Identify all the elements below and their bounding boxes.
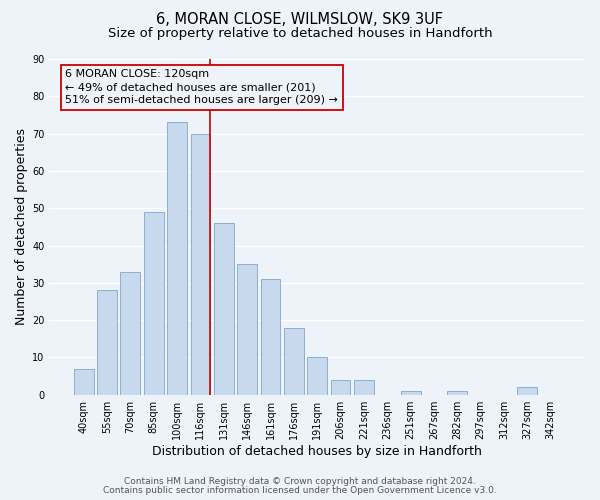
Text: 6, MORAN CLOSE, WILMSLOW, SK9 3UF: 6, MORAN CLOSE, WILMSLOW, SK9 3UF xyxy=(157,12,443,28)
Bar xyxy=(191,134,211,394)
Bar xyxy=(284,328,304,394)
Bar xyxy=(74,368,94,394)
Bar xyxy=(401,391,421,394)
Bar xyxy=(354,380,374,394)
Bar xyxy=(260,279,280,394)
Bar xyxy=(144,212,164,394)
Text: Size of property relative to detached houses in Handforth: Size of property relative to detached ho… xyxy=(107,28,493,40)
Bar xyxy=(237,264,257,394)
Bar xyxy=(97,290,117,395)
Bar xyxy=(167,122,187,394)
Y-axis label: Number of detached properties: Number of detached properties xyxy=(15,128,28,326)
Bar xyxy=(307,358,327,395)
Bar xyxy=(121,272,140,394)
Text: Contains HM Land Registry data © Crown copyright and database right 2024.: Contains HM Land Registry data © Crown c… xyxy=(124,477,476,486)
Bar xyxy=(448,391,467,394)
Bar xyxy=(517,387,538,394)
X-axis label: Distribution of detached houses by size in Handforth: Distribution of detached houses by size … xyxy=(152,444,482,458)
Bar xyxy=(331,380,350,394)
Text: 6 MORAN CLOSE: 120sqm
← 49% of detached houses are smaller (201)
51% of semi-det: 6 MORAN CLOSE: 120sqm ← 49% of detached … xyxy=(65,69,338,106)
Text: Contains public sector information licensed under the Open Government Licence v3: Contains public sector information licen… xyxy=(103,486,497,495)
Bar xyxy=(214,223,234,394)
